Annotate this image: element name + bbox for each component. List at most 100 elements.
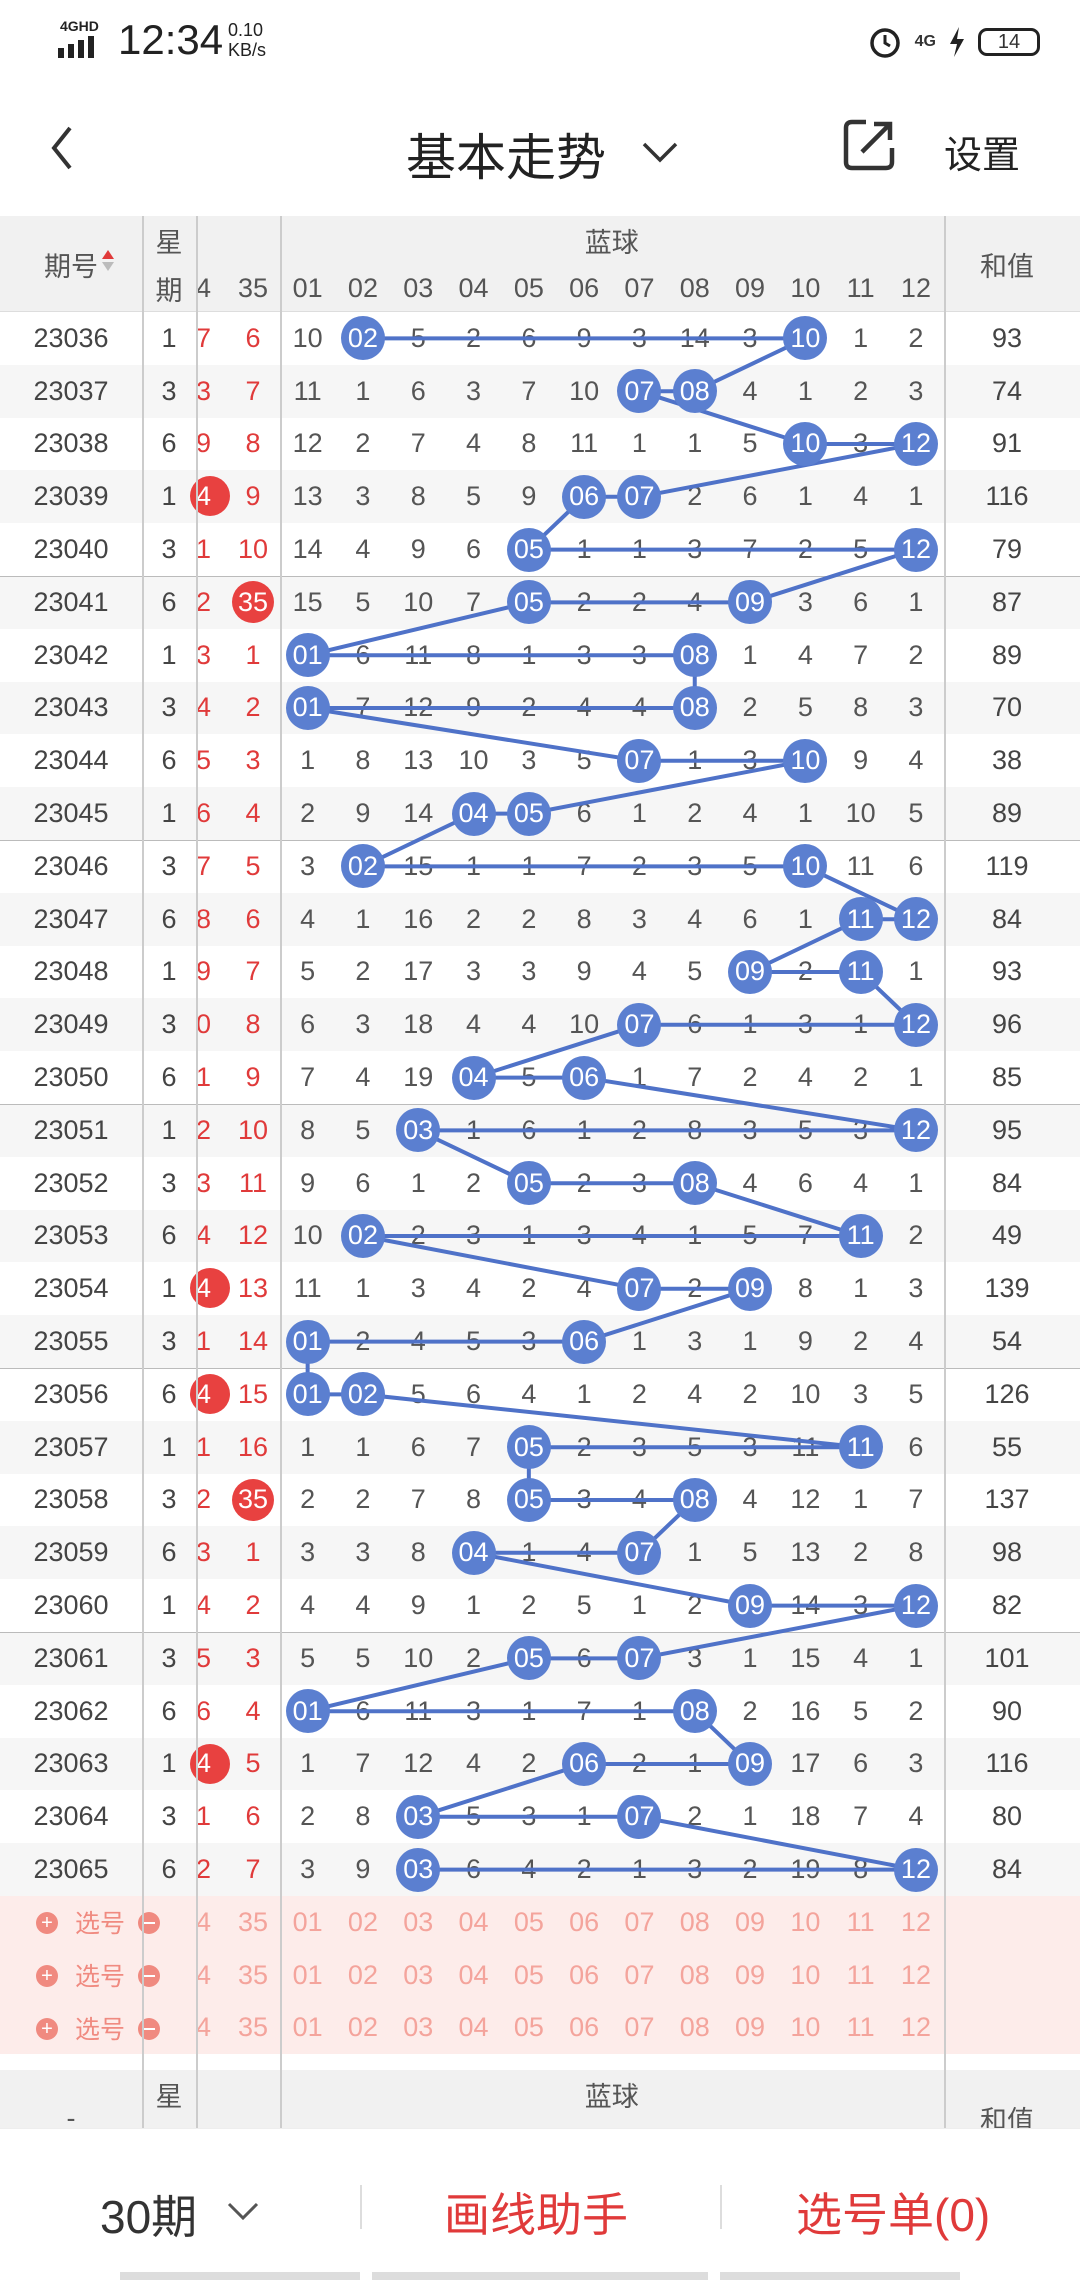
sum-value: 55 (991, 1431, 1023, 1462)
blue-ball (285, 1372, 330, 1417)
issue-number: 23039 (33, 481, 109, 512)
red-col-value: 5 (196, 1642, 212, 1673)
blue-ball-number: 01 (292, 692, 323, 723)
minus-bar (143, 1922, 155, 1924)
blue-col-header: 12 (900, 272, 931, 303)
red-col-value: 1 (196, 1062, 212, 1093)
page-title[interactable]: 基本走势 (406, 130, 606, 186)
selection-list-button[interactable]: 选号单(0) (796, 2189, 991, 2241)
blue-ball (672, 369, 717, 414)
select-blue-number: 05 (513, 1906, 544, 1937)
select-row (0, 1948, 1080, 2002)
back-icon[interactable] (40, 118, 88, 178)
blue-miss-count: 1 (355, 903, 371, 934)
week-day: 1 (161, 639, 177, 670)
scroll-indicator (372, 2272, 708, 2280)
blue-miss-count: 7 (466, 1431, 482, 1462)
red-col-value: 4 (245, 1695, 261, 1726)
red-col-value: 7 (196, 850, 212, 881)
plus-icon[interactable]: + (36, 1964, 58, 1987)
sort-desc-icon[interactable] (102, 262, 114, 271)
draw-helper-button[interactable]: 画线助手 (444, 2189, 628, 2241)
week-day: 6 (161, 1537, 177, 1568)
plus-icon[interactable]: + (36, 1912, 58, 1934)
share-icon[interactable] (840, 116, 898, 174)
settings-button[interactable]: 设置 (944, 135, 1021, 177)
red-col-value: 9 (245, 1062, 261, 1093)
blue-ball (893, 1002, 938, 1047)
blue-ball (783, 738, 828, 783)
blue-ball-number: 06 (569, 1326, 600, 1357)
clock: 12:34 (118, 16, 224, 63)
blue-miss-count: 16 (403, 903, 434, 934)
blue-col-header: 11 (846, 272, 875, 303)
sort-asc-icon[interactable] (102, 250, 114, 259)
blue-miss-count: 3 (300, 1854, 316, 1885)
blue-ball (285, 1319, 330, 1364)
red-col-value: 6 (196, 1695, 212, 1726)
select-blue-number: 08 (679, 1959, 710, 1990)
blue-miss-count: 3 (355, 1537, 371, 1568)
sum-value: 96 (991, 1009, 1023, 1040)
blue-ball-number: 02 (347, 1378, 378, 1409)
sum-value: 116 (985, 481, 1029, 512)
blue-miss-count: 4 (797, 1062, 813, 1093)
blue-miss-count: 1 (797, 481, 813, 512)
period-selector[interactable]: 30期 (100, 2191, 198, 2243)
select-blue-number: 07 (624, 1959, 655, 1990)
select-blue-number: 08 (679, 2012, 710, 2043)
select-blue-number: 01 (292, 1959, 323, 1990)
select-red-number: 35 (237, 2012, 269, 2043)
column-divider (142, 216, 144, 2167)
blue-miss-count: 1 (853, 1273, 869, 1304)
select-blue-number: 06 (569, 1906, 600, 1937)
blue-miss-count: 2 (853, 1062, 869, 1093)
red-col-value: 6 (245, 322, 261, 353)
footer-blue-title: 蓝球 (584, 2081, 639, 2112)
blue-miss-count: 7 (908, 1484, 924, 1515)
blue-miss-count: 3 (797, 586, 813, 617)
chevron-down-icon[interactable] (640, 140, 680, 164)
week-day: 1 (161, 1431, 177, 1462)
blue-miss-count: 9 (355, 798, 371, 829)
blue-miss-count: 9 (410, 1590, 426, 1621)
blue-miss-count: 5 (300, 956, 316, 987)
blue-miss-count: 14 (292, 534, 323, 565)
blue-ball-number: 07 (624, 375, 655, 406)
sum-header: 和值 (980, 251, 1034, 282)
table-header (0, 216, 1080, 312)
blue-miss-count: 3 (300, 850, 316, 881)
red-col-value: 16 (237, 1431, 269, 1462)
red-col-value: 4 (196, 481, 212, 512)
red-col-value: 3 (196, 1537, 212, 1568)
red-col-value: 1 (196, 1431, 212, 1462)
blue-ball (506, 527, 551, 572)
blue-miss-count: 1 (300, 745, 316, 776)
blue-miss-count: 2 (521, 1748, 537, 1779)
trend-line (305, 336, 921, 1872)
red-col-value: 4 (196, 1590, 212, 1621)
plus-icon[interactable]: + (36, 2017, 58, 2040)
blue-miss-count: 2 (687, 1801, 703, 1832)
red-col-value: 2 (196, 1114, 212, 1145)
bottom-bar: 30期 画线助手 选号单(0) (0, 2128, 1080, 2281)
blue-ball-number: 06 (569, 1748, 600, 1779)
blue-miss-count: 5 (853, 1695, 869, 1726)
chevron-down-icon[interactable] (226, 2201, 260, 2221)
signal-icon (58, 36, 94, 58)
sum-value: 84 (991, 1854, 1023, 1885)
sum-value: 101 (984, 1642, 1030, 1673)
blue-miss-count: 13 (403, 745, 434, 776)
blue-miss-count: 9 (797, 1326, 813, 1357)
speed-unit: KB/s (228, 40, 267, 60)
blue-miss-count: 15 (790, 1642, 821, 1673)
blue-col-header: 08 (679, 272, 710, 303)
blue-miss-count: 7 (410, 1484, 426, 1515)
issue-number: 23049 (33, 1009, 109, 1040)
select-row (0, 2001, 1080, 2055)
blue-ball (893, 1847, 938, 1892)
blue-miss-count: 1 (742, 639, 758, 670)
sum-value: 137 (984, 1484, 1030, 1515)
blue-miss-count: 6 (742, 481, 758, 512)
blue-ball-number: 04 (458, 1537, 489, 1568)
